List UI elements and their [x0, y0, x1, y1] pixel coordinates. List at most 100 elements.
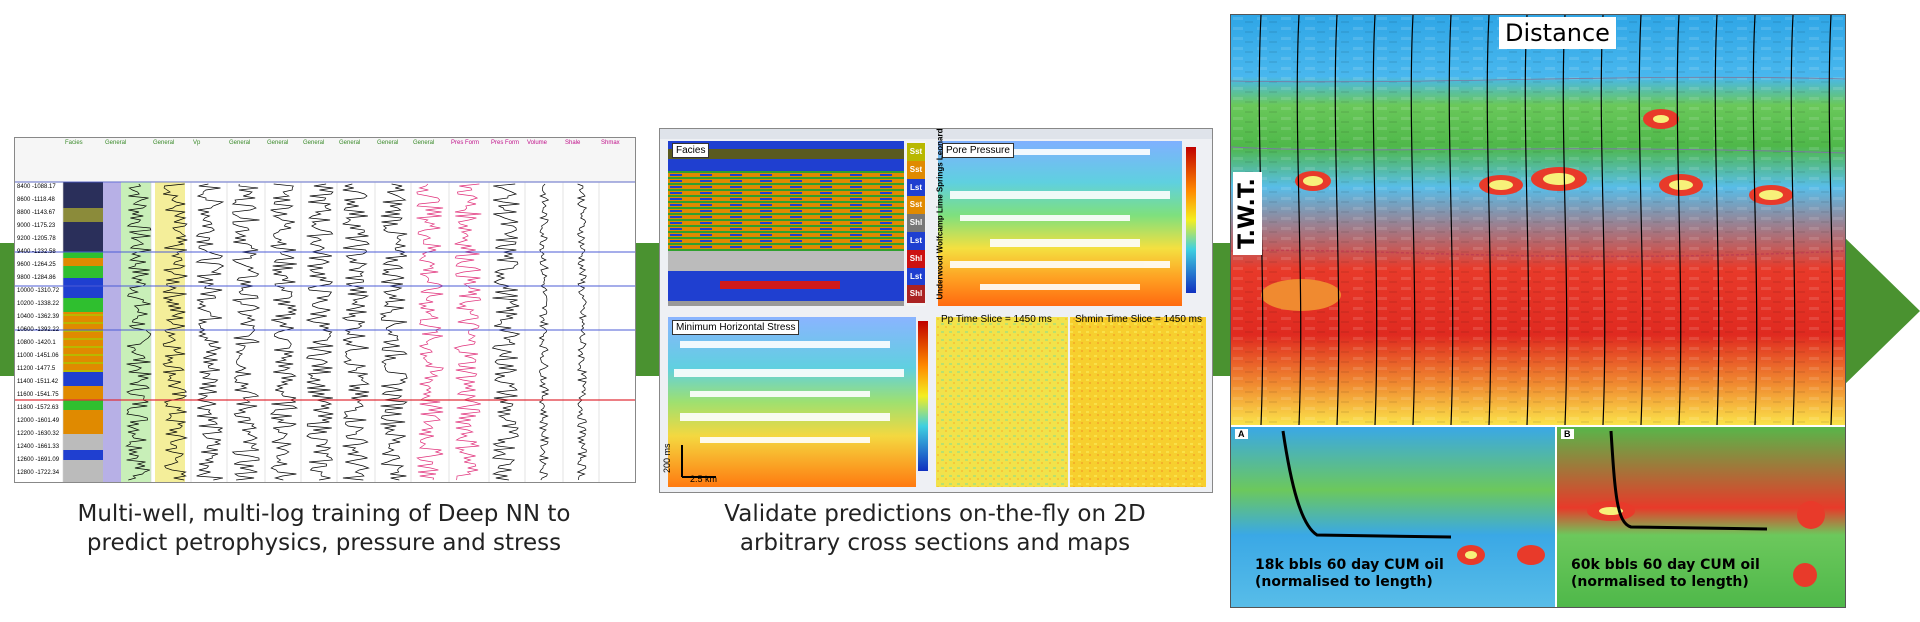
formation-side-label: Underwood Wolfcamp Lime Springs Leonard — [935, 128, 945, 300]
seismic-trace-line — [1638, 15, 1644, 426]
track-header: Facies — [65, 140, 83, 146]
depth-label: 12600 -1691.09 — [17, 457, 60, 463]
annot-a-line1: 18k bbls 60 day CUM oil — [1255, 557, 1444, 573]
subpanel-a-tag: A — [1235, 429, 1248, 439]
legend-item: Lst — [907, 267, 925, 286]
seismic-trace-line — [1600, 15, 1606, 426]
cross-section-graphics — [660, 129, 1212, 487]
facies-legend: Sst Sst Lst Sst Shl Lst Shl Lst Shl — [906, 143, 926, 304]
legend-item: Sst — [907, 143, 925, 161]
flow-arrow-head-icon — [1840, 233, 1920, 389]
annot-b-line1: 60k bbls 60 day CUM oil — [1571, 557, 1760, 573]
depth-label: 8600 -1118.48 — [17, 197, 55, 203]
seismic-trace-line — [1714, 15, 1720, 426]
log-curve — [538, 183, 550, 481]
seismic-trace-line — [1828, 15, 1834, 426]
seismic-trace-line — [1410, 15, 1416, 426]
depth-label: 9400 -1232.58 — [17, 249, 56, 255]
track-header: General — [303, 140, 325, 146]
annot-b-line2: (normalised to length) — [1571, 574, 1749, 590]
legend-item: Shl — [907, 249, 925, 268]
depth-label: 11000 -1451.06 — [17, 353, 59, 359]
seismic-trace-line — [1790, 15, 1796, 426]
seismic-graphics — [1231, 15, 1845, 607]
track-header: General — [105, 140, 127, 146]
track-header: Pres Form — [491, 140, 520, 146]
depth-label: 9600 -1264.25 — [17, 262, 56, 268]
track-header: Pres Form — [451, 140, 480, 146]
depth-label: 9800 -1284.86 — [17, 275, 56, 281]
well-log-panel: Facies General General Vp General General Gene… — [14, 137, 636, 483]
twt-title: T.W.T. — [1233, 172, 1262, 255]
panel2-caption: Validate predictions on-the-fly on 2D ar… — [659, 500, 1211, 558]
depth-label: 10200 -1338.22 — [17, 301, 60, 307]
track-header: General — [267, 140, 289, 146]
track-header: General — [377, 140, 399, 146]
seismic-trace-line — [1752, 15, 1758, 426]
depth-label: 10000 -1310.72 — [17, 288, 60, 294]
panel2-caption-line1: Validate predictions on-the-fly on 2D — [724, 501, 1146, 527]
depth-label: 12200 -1630.32 — [17, 431, 60, 437]
subpanel-b-annotation: 60k bbls 60 day CUM oil (normalised to l… — [1571, 557, 1760, 591]
log-curve — [195, 183, 225, 481]
panel1-caption-line2: predict petrophysics, pressure and stres… — [86, 530, 562, 556]
track-header: Shale — [565, 140, 581, 146]
depth-label: 11600 -1541.75 — [17, 392, 59, 398]
legend-item: Shl — [907, 285, 925, 304]
distance-title: Distance — [1499, 17, 1616, 49]
scale-distance-label: 2.5 km — [690, 474, 718, 484]
log-curve — [491, 183, 521, 481]
panel1-caption: Multi-well, multi-log training of Deep N… — [14, 500, 634, 558]
pp-time-slice-title: Pp Time Slice = 1450 ms — [941, 314, 1052, 325]
depth-label: 9200 -1205.78 — [17, 236, 56, 242]
legend-item: Sst — [907, 196, 925, 215]
log-curve — [576, 183, 588, 481]
legend-item: Shl — [907, 214, 925, 233]
pore-pressure-title: Pore Pressure — [942, 143, 1014, 158]
log-curve — [416, 183, 444, 481]
panel2-caption-line2: arbitrary cross sections and maps — [739, 530, 1131, 556]
depth-label: 12800 -1722.34 — [17, 470, 60, 476]
log-curve — [269, 183, 299, 481]
scale-time-label: 200 ms — [662, 443, 672, 473]
track-header: General — [339, 140, 361, 146]
seismic-trace-line — [1486, 15, 1492, 426]
depth-label: 8800 -1143.67 — [17, 210, 56, 216]
well-log-tracks — [15, 138, 635, 482]
depth-label: 11800 -1572.63 — [17, 405, 59, 411]
log-curve — [341, 183, 370, 481]
log-curve — [453, 183, 482, 481]
track-header: Shmax — [601, 140, 620, 146]
legend-item: Lst — [907, 232, 925, 250]
panel1-caption-line1: Multi-well, multi-log training of Deep N… — [77, 501, 571, 527]
seismic-trace-line — [1676, 15, 1682, 426]
facies-title: Facies — [672, 143, 710, 158]
legend-item: Lst — [907, 178, 925, 197]
depth-label: 11400 -1511.42 — [17, 379, 59, 385]
log-curve — [162, 183, 188, 481]
seismic-trace-line — [1334, 15, 1340, 426]
depth-label: 9000 -1175.23 — [17, 223, 56, 229]
seismic-panel: Distance T.W.T. A B 18k bbls 60 day CUM … — [1230, 14, 1846, 608]
seismic-trace-line — [1524, 15, 1530, 426]
track-header: General — [229, 140, 251, 146]
log-curve — [305, 183, 334, 481]
depth-label: 11200 -1477.5 — [17, 366, 56, 372]
track-header: Volume — [527, 140, 548, 146]
track-header: General — [153, 140, 175, 146]
seismic-trace-line — [1562, 15, 1568, 426]
seismic-trace-line — [1448, 15, 1454, 426]
track-header: Vp — [193, 140, 201, 146]
depth-label: 10400 -1362.39 — [17, 314, 60, 320]
shmin-time-slice-title: Shmin Time Slice = 1450 ms — [1075, 314, 1202, 325]
seismic-trace-line — [1296, 15, 1302, 426]
log-curve — [379, 183, 408, 481]
depth-label: 12400 -1661.33 — [17, 444, 60, 450]
min-horizontal-stress-title: Minimum Horizontal Stress — [672, 320, 800, 335]
depth-label: 12000 -1601.49 — [17, 418, 60, 424]
legend-item: Sst — [907, 160, 925, 179]
depth-label: 10600 -1392.22 — [17, 327, 60, 333]
subpanel-a-annotation: 18k bbls 60 day CUM oil (normalised to l… — [1255, 557, 1444, 591]
depth-label: 8400 -1088.17 — [17, 184, 56, 190]
cross-section-panel: Facies Pore Pressure Minimum Horizontal … — [659, 128, 1213, 493]
